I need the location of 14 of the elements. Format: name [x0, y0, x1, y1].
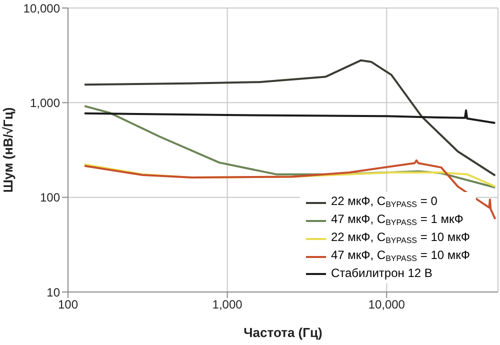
y-tick-label: 10,000	[23, 1, 60, 16]
x-tick-label: 1,000	[212, 298, 243, 312]
x-axis-title: Частота (Гц)	[244, 325, 322, 340]
legend-label: 47 мкФ, C$_{BYPASS}$ = 10 мкФ	[330, 248, 470, 265]
x-tick-label: 10,000	[368, 298, 406, 312]
y-tick-label: 1,000	[30, 96, 60, 110]
x-tick-label: 100	[58, 298, 78, 312]
y-axis-title: Шум (нВ/√Гц)	[0, 107, 16, 193]
legend-label: Стабилитрон 12 В	[330, 266, 432, 281]
y-tick-label: 100	[40, 190, 60, 205]
y-tick-label: 10	[46, 285, 60, 300]
legend-label: 22 мкФ, C$_{BYPASS}$ = 0	[330, 194, 438, 211]
legend-label: 47 мкФ, C$_{BYPASS}$ = 1 мкФ	[330, 212, 464, 229]
legend-label: 22 мкФ, C$_{BYPASS}$ = 10 мкФ	[330, 230, 470, 247]
